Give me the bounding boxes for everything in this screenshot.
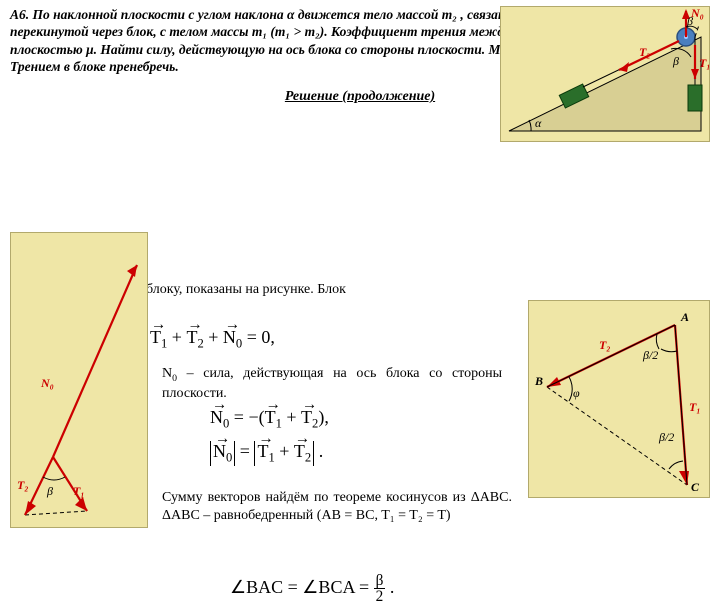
label-beta2b: β/2	[658, 430, 674, 444]
label-beta-top: β	[672, 54, 679, 68]
eq-N0: N	[223, 327, 236, 347]
figure-vectors-N0: T₂ T₁ N₀ β	[10, 232, 148, 528]
eq3-a: T	[257, 441, 268, 461]
equation-N0-mag: N0 = T1 + T2 .	[210, 441, 323, 466]
label-N0-left: N₀	[40, 376, 54, 390]
eq4-den: 2	[374, 589, 386, 604]
label-T2-left: T₂	[17, 478, 29, 492]
eq3-b: T	[294, 441, 305, 461]
equation-angles: ∠BAC = ∠BCA = β2 .	[230, 573, 394, 605]
eq4-num: β	[374, 573, 386, 589]
label-T2: T₂	[639, 45, 651, 59]
eq-T2: T	[186, 327, 197, 347]
eq2-a: T	[265, 407, 276, 427]
eq-rhs: = 0,	[242, 327, 275, 347]
label-T1: T₁	[699, 56, 709, 70]
label-beta-left: β	[46, 484, 53, 498]
eq2-b: T	[301, 407, 312, 427]
label-alpha: α	[535, 116, 542, 130]
eq4-text: ∠BAC = ∠BCA =	[230, 577, 374, 597]
label-beta-small: β	[686, 14, 693, 28]
eq3-lhs: N	[213, 441, 226, 461]
equation-N0-vec: N0 = −(T1 + T2),	[210, 407, 329, 432]
label-A: A	[680, 310, 689, 324]
eq2-lhs: N	[210, 407, 223, 427]
label-B: B	[534, 374, 543, 388]
label-T1-left: T₁	[73, 484, 85, 498]
para-cosine: Сумму векторов найдём по теореме косинус…	[162, 489, 512, 525]
problem-label: А6.	[10, 7, 29, 22]
n0-sym: N	[162, 366, 172, 381]
eq-T1: T	[150, 327, 161, 347]
label-T1-r: T₁	[689, 400, 701, 414]
label-T2-r: T₂	[599, 338, 611, 352]
figure-triangle: T₂ T₁ β/2 β/2 φ A B C	[528, 300, 710, 498]
label-beta2a: β/2	[642, 348, 658, 362]
label-C: C	[691, 480, 700, 494]
figure-incline: T₂ T₁ N₀ α β β	[500, 6, 710, 142]
label-phi: φ	[573, 386, 580, 400]
equation-equilibrium: T1 + T2 + N0 = 0,	[150, 327, 275, 352]
